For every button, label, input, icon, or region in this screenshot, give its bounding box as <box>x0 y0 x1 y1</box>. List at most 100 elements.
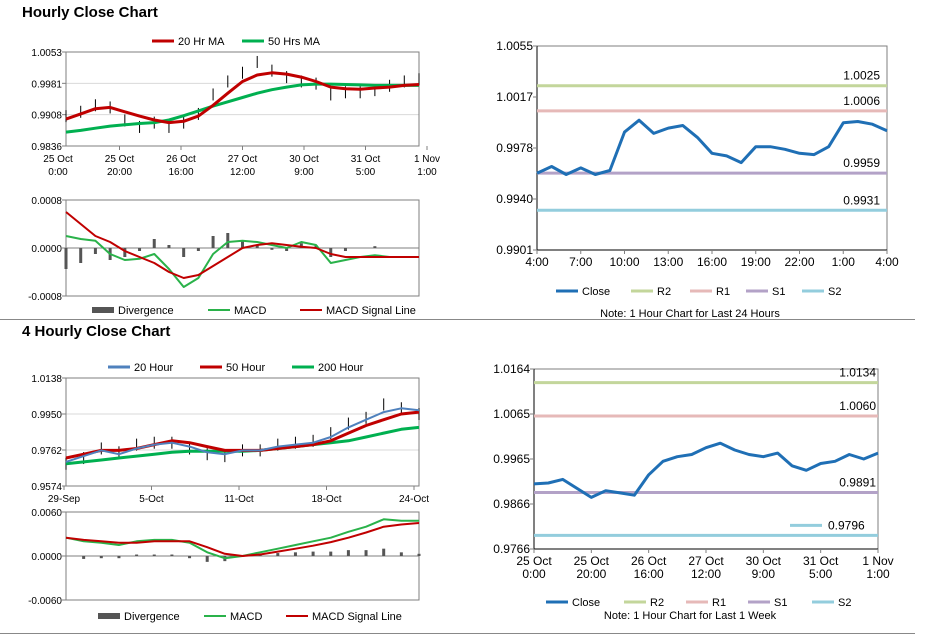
four-hourly-levels-x-tick: 20:00 <box>576 567 606 581</box>
hourly-price-x-tick: 12:00 <box>230 167 255 178</box>
four-hourly-levels-level-label: 1.0060 <box>839 399 876 413</box>
hourly-macd-y-tick: 0.0008 <box>31 196 62 207</box>
four-hourly-levels-x-tick: 26 Oct <box>631 554 667 568</box>
four-hourly-levels-x-tick: 12:00 <box>691 567 721 581</box>
hourly-price-y-tick: 0.9908 <box>31 111 62 122</box>
four-hourly-levels-legend-label: S2 <box>838 597 851 609</box>
four-hourly-levels-legend-label: R2 <box>650 597 664 609</box>
bottom-divider <box>0 633 915 634</box>
section-divider <box>0 319 915 320</box>
four-hourly-levels-note: Note: 1 Hour Chart for Last 1 Week <box>604 610 777 622</box>
four-hourly-levels-x-tick: 25 Oct <box>516 554 552 568</box>
hourly-levels-x-tick: 1:00 <box>832 255 856 269</box>
hourly-price-x-tick: 16:00 <box>168 167 193 178</box>
four-hourly-price-x-tick: 11-Oct <box>224 494 253 505</box>
four-hourly-levels-x-tick: 31 Oct <box>803 554 839 568</box>
hourly-levels-legend-label: R1 <box>716 286 730 298</box>
hourly-levels-x-tick: 4:00 <box>525 255 549 269</box>
hourly-price-y-tick: 0.9981 <box>31 79 62 90</box>
four-hourly-section-title: 4 Hourly Close Chart <box>22 323 171 340</box>
hourly-macd-y-tick: -0.0008 <box>28 292 62 303</box>
four-hourly-levels-y-tick: 0.9965 <box>493 452 530 466</box>
four-hourly-levels-legend-label: S1 <box>774 597 787 609</box>
hourly-levels-y-tick: 1.0055 <box>496 39 533 53</box>
hourly-levels-y-tick: 0.9978 <box>496 141 533 155</box>
four-hourly-levels-x-tick: 30 Oct <box>746 554 782 568</box>
hourly-price-x-tick: 1 Nov <box>414 154 440 165</box>
hourly-price-x-tick: 1:00 <box>417 167 437 178</box>
four-hourly-price-y-tick: 0.9950 <box>31 410 62 421</box>
four-hourly-levels-x-tick: 25 Oct <box>574 554 610 568</box>
hourly-price-x-tick: 5:00 <box>356 167 376 178</box>
hourly-price-y-tick: 0.9836 <box>31 142 62 153</box>
four-hourly-macd-legend-swatch <box>98 613 120 619</box>
hourly-price-ma20-line <box>65 71 420 125</box>
four-hourly-levels-legend-label: R1 <box>712 597 726 609</box>
four-hourly-price-legend-label: 200 Hour <box>318 362 364 374</box>
four-hourly-levels-y-tick: 0.9766 <box>493 542 530 556</box>
hourly-macd-legend-label: MACD Signal Line <box>326 305 416 317</box>
hourly-levels-note: Note: 1 Hour Chart for Last 24 Hours <box>600 308 780 320</box>
four-hourly-levels-x-tick: 9:00 <box>752 567 776 581</box>
four-hourly-levels-level-label: 0.9796 <box>828 518 865 532</box>
hourly-section-title: Hourly Close Chart <box>22 4 158 21</box>
hourly-price-x-tick: 20:00 <box>107 167 132 178</box>
hourly-price-x-tick: 9:00 <box>294 167 314 178</box>
hourly-levels-x-tick: 19:00 <box>741 255 771 269</box>
four-hourly-levels-x-tick: 1:00 <box>866 567 890 581</box>
four-hourly-macd-y-tick: 0.0000 <box>31 552 62 563</box>
four-hourly-levels-level-label: 1.0134 <box>839 366 876 380</box>
four-hourly-levels-legend-label: Close <box>572 597 600 609</box>
hourly-levels-y-tick: 0.9940 <box>496 192 533 206</box>
four-hourly-macd-y-tick: 0.0060 <box>31 508 62 519</box>
hourly-levels-x-tick: 4:00 <box>875 255 899 269</box>
four-hourly-price-x-tick: 29-Sep <box>48 494 81 505</box>
hourly-levels-y-tick: 0.9901 <box>496 243 533 257</box>
four-hourly-macd-legend-label: MACD Signal Line <box>312 611 402 623</box>
hourly-price-x-tick: 0:00 <box>48 167 68 178</box>
four-hourly-levels-x-tick: 16:00 <box>634 567 664 581</box>
four-hourly-levels-y-tick: 1.0065 <box>493 407 530 421</box>
hourly-macd-signal-line <box>65 211 419 279</box>
hourly-levels-x-tick: 10:00 <box>609 255 639 269</box>
four-hourly-levels-x-tick: 5:00 <box>809 567 833 581</box>
hourly-levels-y-tick: 1.0017 <box>496 90 533 104</box>
four-hourly-price-x-tick: 24-Oct <box>399 494 429 505</box>
hourly-macd-legend-label: Divergence <box>118 305 174 317</box>
four-hourly-levels-x-tick: 0:00 <box>522 567 546 581</box>
four-hourly-levels-close-line <box>533 441 879 499</box>
hourly-price-x-tick: 30 Oct <box>289 154 319 165</box>
hourly-levels-plot <box>536 45 888 251</box>
four-hourly-macd-legend-label: Divergence <box>124 611 180 623</box>
hourly-price-x-tick: 27 Oct <box>228 154 258 165</box>
hourly-price-y-tick: 1.0053 <box>31 48 62 59</box>
four-hourly-price-ma20-line <box>65 407 420 463</box>
hourly-levels-level-label: 0.9931 <box>843 193 880 207</box>
four-hourly-price-x-tick: 18-Oct <box>311 494 341 505</box>
four-hourly-price-legend-label: 50 Hour <box>226 362 265 374</box>
four-hourly-price-y-tick: 0.9574 <box>31 482 62 493</box>
hourly-levels-level-label: 0.9959 <box>843 156 880 170</box>
hourly-price-x-tick: 31 Oct <box>351 154 381 165</box>
four-hourly-price-y-tick: 0.9762 <box>31 446 62 457</box>
hourly-levels-level-label: 1.0025 <box>843 69 880 83</box>
four-hourly-price-plot <box>65 377 420 487</box>
four-hourly-levels-level-label: 0.9891 <box>839 475 876 489</box>
four-hourly-price-legend-label: 20 Hour <box>134 362 173 374</box>
hourly-levels-level-label: 1.0006 <box>843 94 880 108</box>
hourly-levels-x-tick: 7:00 <box>569 255 593 269</box>
hourly-macd-legend-swatch <box>92 307 114 313</box>
four-hourly-macd-legend-label: MACD <box>230 611 262 623</box>
hourly-levels-legend-label: Close <box>582 286 610 298</box>
hourly-levels-x-tick: 16:00 <box>697 255 727 269</box>
four-hourly-levels-x-tick: 27 Oct <box>688 554 724 568</box>
hourly-price-x-tick: 26 Oct <box>166 154 196 165</box>
four-hourly-macd-y-tick: -0.0060 <box>28 596 62 607</box>
hourly-levels-legend-label: S2 <box>828 286 841 298</box>
four-hourly-levels-y-tick: 1.0164 <box>493 362 530 376</box>
four-hourly-levels-y-tick: 0.9866 <box>493 497 530 511</box>
hourly-price-x-tick: 25 Oct <box>105 154 135 165</box>
hourly-price-legend-label: 20 Hr MA <box>178 36 225 48</box>
hourly-macd-y-tick: 0.0000 <box>31 244 62 255</box>
